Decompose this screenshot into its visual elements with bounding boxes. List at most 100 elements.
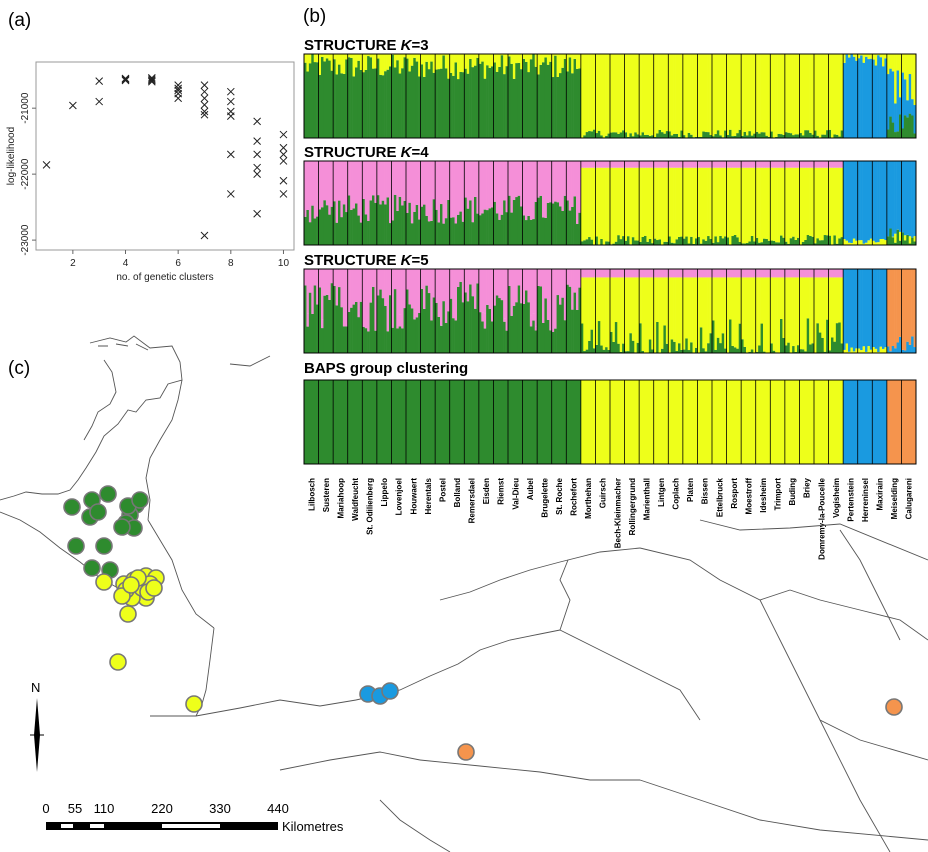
admixture-bar-pink — [597, 269, 601, 278]
admixture-bar-green — [369, 57, 373, 139]
admixture-bar-green — [593, 129, 596, 138]
admixture-bar-green — [335, 305, 339, 353]
admixture-bar-yellow — [838, 167, 842, 239]
admixture-bar-green — [491, 207, 494, 245]
admixture-bar-green — [556, 295, 560, 353]
border-sk-pl — [699, 519, 928, 561]
site-marker-yellow — [109, 653, 127, 671]
population-label: Calugareni — [905, 478, 914, 519]
population-label: Lippelo — [380, 478, 389, 507]
admixture-bar-green — [729, 319, 732, 353]
admixture-bar-yellow — [804, 167, 808, 240]
admixture-bar-yellow — [743, 167, 747, 244]
admixture-bar-green — [423, 308, 426, 353]
admixture-bar-orange — [901, 269, 905, 350]
admixture-bar-yellow — [542, 54, 545, 63]
admixture-bar-green — [624, 132, 628, 138]
admixture-bar-green — [357, 215, 361, 245]
admixture-bar-pink — [338, 161, 341, 201]
admixture-bar-pink — [755, 269, 759, 278]
admixture-bar-yellow — [345, 54, 349, 60]
admixture-bar-green — [306, 326, 310, 353]
admixture-bar-green — [403, 308, 407, 353]
admixture-bar-orange — [899, 269, 902, 337]
admixture-bar-yellow — [622, 277, 625, 344]
admixture-bar-pink — [546, 161, 550, 203]
admixture-bar-yellow — [481, 54, 485, 62]
admixture-bar-green — [646, 241, 650, 245]
admixture-bar-green — [804, 130, 808, 138]
admixture-bar-yellow — [665, 277, 669, 344]
admixture-bar-green — [770, 240, 774, 245]
admixture-bar-pink — [736, 269, 740, 278]
admixture-bar-green — [680, 236, 684, 245]
admixture-bar-green — [593, 348, 596, 353]
admixture-bar-yellow — [716, 167, 720, 243]
admixture-bar-pink — [549, 161, 553, 203]
admixture-bar-green — [838, 136, 842, 138]
admixture-bar-yellow — [729, 54, 732, 130]
admixture-bar-green — [355, 301, 358, 353]
admixture-bar-pink — [372, 161, 375, 196]
admixture-bar-green — [699, 136, 703, 138]
population-label: Bech-Kleinmacher — [613, 478, 622, 548]
admixture-bar-pink — [680, 161, 684, 168]
admixture-bar-yellow — [444, 54, 448, 69]
admixture-bar-yellow — [685, 167, 689, 237]
admixture-bar-yellow — [767, 167, 771, 241]
admixture-bar-pink — [612, 161, 616, 168]
admixture-bar-green — [386, 331, 390, 353]
admixture-bar-green — [517, 195, 521, 245]
admixture-bar-green — [721, 333, 725, 353]
admixture-bar-yellow — [678, 54, 681, 137]
admixture-bar-yellow — [896, 54, 900, 71]
admixture-bar-blue — [877, 55, 880, 138]
admixture-bar-green — [379, 204, 383, 245]
admixture-bar-green — [663, 325, 667, 353]
admixture-bar-pink — [376, 161, 380, 196]
admixture-bar-yellow — [614, 167, 618, 242]
admixture-bar-yellow — [639, 167, 642, 242]
admixture-bar-green — [726, 237, 730, 245]
admixture-bar-green — [505, 66, 509, 138]
admixture-bar-yellow — [809, 277, 812, 345]
admixture-bar-pink — [362, 269, 366, 327]
admixture-bar-green — [639, 323, 642, 353]
admixture-bar-green — [330, 70, 334, 138]
admixture-bar-green — [386, 69, 390, 138]
admixture-bar-yellow — [908, 54, 912, 75]
admixture-bar-yellow — [515, 54, 519, 64]
admixture-bar-yellow — [709, 277, 713, 334]
admixture-bar-green — [423, 76, 426, 138]
admixture-bar-green — [304, 62, 307, 138]
admixture-bar-blue — [903, 350, 907, 353]
admixture-bar-pink — [794, 269, 798, 278]
scatter-point — [121, 76, 130, 85]
admixture-bar-green — [338, 64, 341, 138]
admixture-bar-pink — [306, 313, 310, 327]
admixture-bar-yellow — [792, 54, 795, 136]
admixture-bar-blue — [906, 341, 910, 353]
admixture-bar-green — [554, 328, 557, 353]
admixture-bar-yellow — [695, 167, 698, 239]
admixture-bar-pink — [328, 269, 332, 300]
admixture-bar-green — [306, 71, 310, 138]
admixture-bar-pink — [321, 319, 324, 329]
admixture-bar-pink — [566, 161, 570, 201]
admixture-bar-yellow — [784, 277, 788, 346]
admixture-bar-yellow — [845, 343, 849, 353]
admixture-bar-green — [357, 60, 361, 139]
admixture-bar-green — [328, 299, 332, 353]
admixture-bar-pink — [340, 161, 344, 218]
admixture-bar-green — [668, 131, 672, 138]
admixture-bar-yellow — [872, 54, 876, 60]
admixture-bar-pink — [532, 161, 536, 220]
admixture-bar-blue — [852, 56, 856, 138]
admixture-bar-green — [765, 135, 769, 138]
admixture-bar-green — [386, 197, 390, 245]
admixture-bar-green — [505, 212, 509, 245]
admixture-bar-yellow — [770, 54, 774, 132]
admixture-bar-green — [614, 322, 618, 353]
admixture-bar-yellow — [814, 54, 817, 131]
admixture-bar-pink — [364, 269, 368, 329]
